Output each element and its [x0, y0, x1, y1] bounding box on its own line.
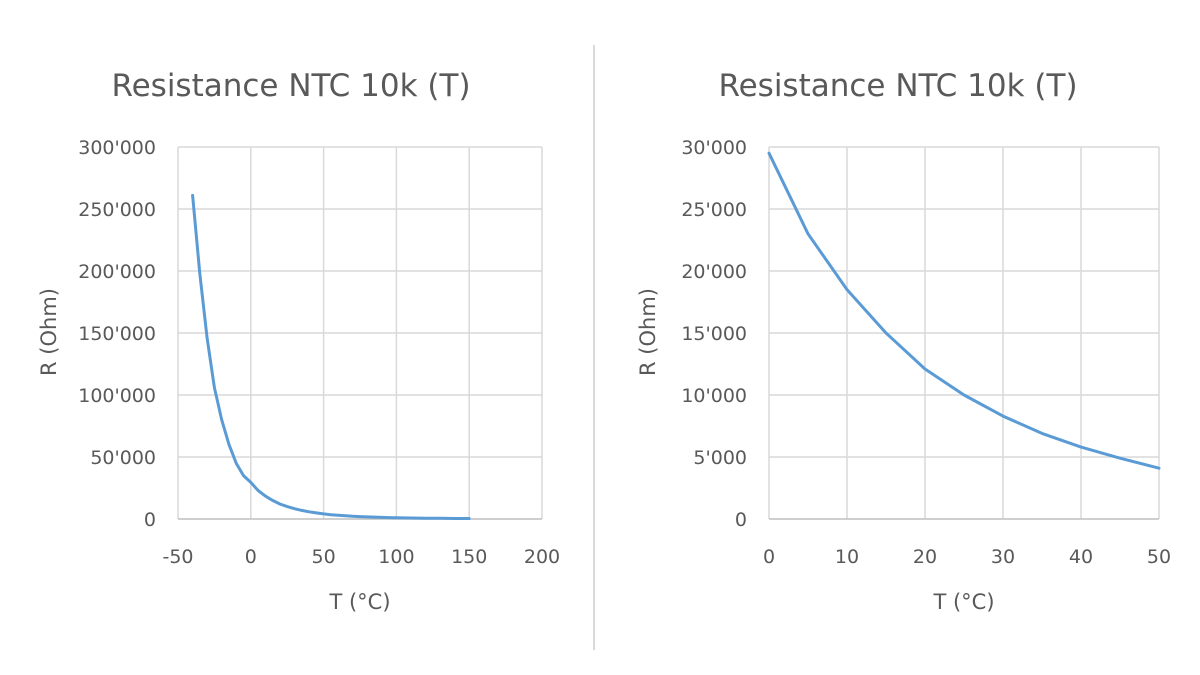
- y-axis-label: R (Ohm): [37, 288, 61, 376]
- x-tick-label: 50: [1147, 546, 1171, 568]
- x-tick-label: 0: [763, 546, 775, 568]
- x-tick-label: 200: [524, 546, 560, 568]
- x-tick-label: -50: [162, 546, 193, 568]
- y-tick-labels: 0 5'000 10'000 15'000 20'000 25'000 30'000: [681, 137, 747, 531]
- chart-right: Resistance NTC 10k (T) 0 10 20 30 40 50 0 5'00…: [636, 68, 1171, 614]
- x-tick-label: 150: [451, 546, 487, 568]
- y-tick-label: 10'000: [681, 385, 747, 407]
- x-tick-label: 0: [245, 546, 257, 568]
- chart-left: Resistance NTC 10k (T) -50 0 50 100 150 200 0…: [37, 68, 560, 614]
- y-tick-label: 150'000: [78, 323, 156, 345]
- y-tick-label: 25'000: [681, 199, 747, 221]
- y-tick-label: 5'000: [693, 447, 747, 469]
- y-tick-label: 100'000: [78, 385, 156, 407]
- x-tick-label: 10: [835, 546, 859, 568]
- x-axis-label: T (°C): [932, 590, 994, 614]
- y-tick-label: 15'000: [681, 323, 747, 345]
- x-tick-label: 40: [1069, 546, 1093, 568]
- y-tick-label: 50'000: [90, 447, 156, 469]
- y-tick-label: 20'000: [681, 261, 747, 283]
- series-layer: [767, 151, 1161, 470]
- x-tick-label: 20: [913, 546, 937, 568]
- x-tick-labels: 0 10 20 30 40 50: [763, 546, 1171, 568]
- y-tick-label: 250'000: [78, 199, 156, 221]
- chart-title: Resistance NTC 10k (T): [718, 68, 1077, 104]
- y-tick-label: 200'000: [78, 261, 156, 283]
- y-tick-label: 30'000: [681, 137, 747, 159]
- y-tick-label: 300'000: [78, 137, 156, 159]
- series-layer: [191, 193, 471, 520]
- x-tick-label: 100: [378, 546, 414, 568]
- y-tick-label: 0: [735, 509, 747, 531]
- gridlines: [768, 146, 1160, 520]
- y-axis-label: R (Ohm): [636, 288, 660, 376]
- y-tick-label: 0: [144, 509, 156, 531]
- x-tick-label: 50: [312, 546, 336, 568]
- x-tick-labels: -50 0 50 100 150 200: [162, 546, 560, 568]
- x-tick-label: 30: [991, 546, 1015, 568]
- chart-title: Resistance NTC 10k (T): [111, 68, 470, 104]
- x-axis-label: T (°C): [328, 590, 390, 614]
- series-line: [767, 151, 1161, 470]
- gridlines: [177, 146, 543, 520]
- y-tick-labels: 0 50'000 100'000 150'000 200'000 250'000 300'0…: [78, 137, 156, 531]
- series-line: [191, 193, 471, 520]
